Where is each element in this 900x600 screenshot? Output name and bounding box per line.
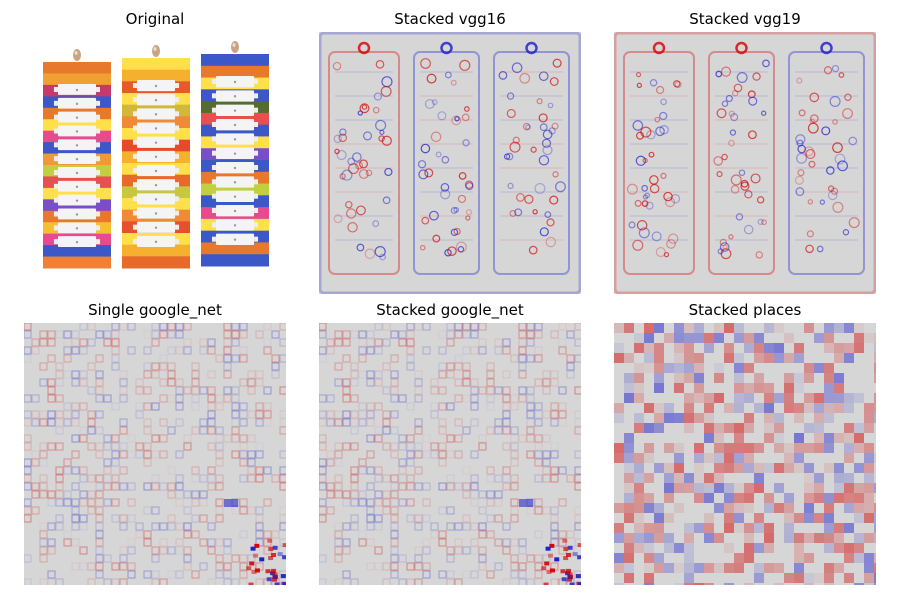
heatmap-stacked-vgg16-canvas: [319, 32, 581, 294]
heatmap-stacked-vgg19-canvas: [614, 32, 876, 294]
holder-right: [201, 41, 269, 267]
heatmap-stacked-vgg19: [614, 32, 876, 294]
panel-title-original: Original: [125, 10, 185, 28]
panel-title-stacked-vgg19: Stacked vgg19: [689, 10, 801, 28]
holder-left: [43, 49, 111, 269]
heatmap-stacked-google-net: [319, 323, 581, 585]
heatmap-single-google-net: [24, 323, 286, 585]
heatmap-stacked-places-canvas: [614, 323, 876, 585]
panel-title-single-google-net: Single google_net: [88, 301, 222, 319]
original-image: [24, 32, 286, 294]
heatmap-single-google-net-canvas: [24, 323, 286, 585]
holder-middle: [122, 45, 190, 269]
heatmap-stacked-vgg16: [319, 32, 581, 294]
panel-title-stacked-places: Stacked places: [688, 301, 802, 319]
original-photo: [43, 41, 269, 269]
heatmap-stacked-google-net-canvas: [319, 323, 581, 585]
panel-title-stacked-google-net: Stacked google_net: [376, 301, 524, 319]
heatmap-stacked-places: [614, 323, 876, 585]
panel-title-stacked-vgg16: Stacked vgg16: [394, 10, 506, 28]
